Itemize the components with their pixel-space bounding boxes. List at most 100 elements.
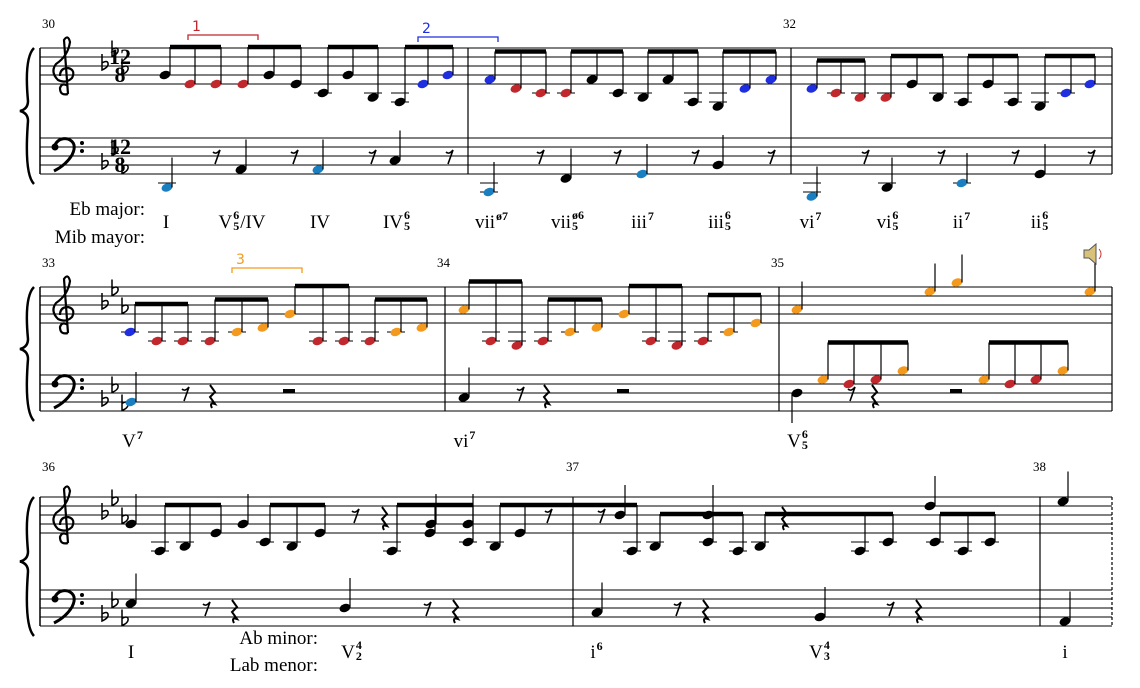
bracket-label: 3: [236, 252, 245, 268]
notehead: [806, 192, 818, 201]
notehead: [791, 305, 803, 314]
notehead: [424, 528, 436, 538]
eighth-rest: [767, 149, 776, 165]
figure-top: 6: [233, 208, 239, 222]
notehead: [263, 70, 275, 80]
eighth-rest: [212, 149, 221, 165]
notehead: [932, 93, 944, 102]
numeral: vii: [551, 212, 571, 233]
figure-bottom: 5: [233, 219, 239, 233]
notehead: [1059, 617, 1071, 626]
flat: [111, 489, 119, 507]
figure-top: 6: [725, 208, 731, 222]
notehead: [1034, 169, 1046, 179]
eighth-rest: [1011, 149, 1020, 165]
figure-top: 4: [356, 638, 362, 652]
notehead: [791, 388, 803, 398]
notehead: [314, 528, 326, 538]
numeral: i: [1062, 642, 1067, 663]
notehead: [591, 608, 603, 617]
notehead: [697, 336, 709, 346]
notehead: [881, 183, 893, 192]
quarter-rest: [870, 384, 880, 409]
notehead: [184, 79, 196, 89]
figure-bottom: 5: [725, 219, 731, 233]
flat: [101, 605, 109, 623]
notehead: [161, 183, 173, 192]
notehead: [124, 327, 136, 337]
notehead: [342, 70, 354, 80]
time-signature-bottom: 8: [115, 62, 126, 87]
notehead: [906, 79, 918, 89]
notehead: [560, 88, 572, 98]
clef-dot: [51, 143, 59, 151]
notehead: [870, 375, 882, 384]
flat: [101, 503, 109, 521]
eighth-rest: [937, 149, 946, 165]
notehead: [235, 165, 247, 174]
notehead: [739, 84, 751, 93]
figure-bottom: 5: [1042, 219, 1048, 233]
notehead: [284, 309, 296, 319]
figure-top: 4: [824, 638, 830, 652]
notehead: [159, 70, 171, 80]
eighth-rest: [597, 508, 606, 524]
notehead: [956, 178, 968, 188]
notehead: [286, 542, 298, 551]
notehead: [339, 603, 351, 613]
notehead: [671, 341, 683, 350]
notehead: [312, 336, 324, 346]
figure-top: 7: [964, 209, 970, 223]
time-signature-top: 12: [109, 44, 131, 69]
notehead: [637, 93, 649, 102]
bracket-label: 2: [422, 21, 431, 37]
notehead: [514, 528, 526, 538]
notehead: [702, 537, 714, 547]
clef-dot: [80, 149, 84, 153]
numeral-suffix: /IV: [240, 212, 266, 233]
notehead: [882, 537, 894, 547]
half-rest: [617, 389, 629, 393]
measure-number: 35: [771, 255, 784, 270]
key-label: Mib mayor:: [55, 227, 145, 248]
flat: [121, 58, 129, 76]
numeral: V: [809, 642, 823, 663]
flat: [121, 297, 129, 315]
notehead: [1034, 102, 1046, 111]
notehead: [390, 327, 402, 337]
flat: [121, 609, 129, 627]
key-label: Ab minor:: [239, 628, 318, 649]
notehead: [312, 165, 324, 174]
numeral: I: [128, 642, 134, 663]
audio-icon[interactable]: [1083, 242, 1102, 266]
notehead: [1084, 79, 1096, 89]
measure-number: 38: [1033, 459, 1046, 474]
notehead: [591, 323, 603, 332]
quarter-rest: [208, 384, 218, 409]
eighth-rest: [423, 601, 432, 617]
numeral: IV: [383, 212, 403, 233]
notehead: [957, 97, 969, 107]
eighth-rest: [445, 149, 454, 165]
notehead: [416, 323, 428, 332]
time-signature-top: 12: [109, 134, 131, 159]
quarter-rest: [230, 599, 240, 624]
numeral: V: [787, 431, 801, 452]
eighth-rest: [861, 149, 870, 165]
notehead: [364, 336, 376, 346]
flat: [121, 507, 129, 525]
notehead: [817, 375, 829, 384]
eighth-rest: [290, 149, 299, 165]
eighth-rest: [368, 149, 377, 165]
treble-clef: [52, 485, 75, 545]
notehead: [982, 79, 994, 89]
notehead: [1030, 375, 1042, 384]
figure-top: 7: [648, 209, 654, 223]
notehead: [1060, 88, 1072, 98]
notehead: [462, 519, 474, 529]
figure-top: 6: [802, 427, 808, 441]
brace: [19, 47, 35, 185]
figure-top: 7: [815, 209, 821, 223]
flat: [111, 139, 119, 157]
bracket: [231, 267, 303, 273]
